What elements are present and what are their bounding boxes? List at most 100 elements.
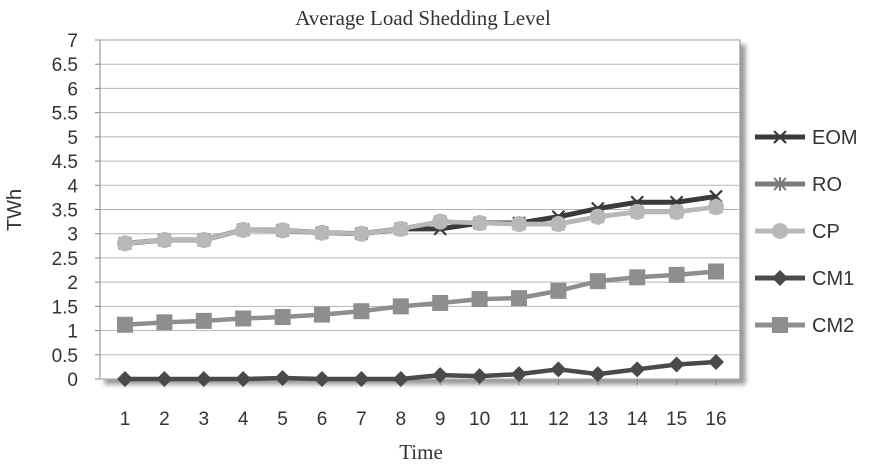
data-point <box>195 312 212 329</box>
y-tick-label: 3.5 <box>52 201 78 222</box>
data-point <box>274 222 291 239</box>
legend-label: CM2 <box>812 315 854 337</box>
x-tick-label: 15 <box>666 409 687 430</box>
data-point <box>511 290 527 307</box>
data-point <box>589 208 606 225</box>
x-axis-ticks: 1 2 3 4 5 6 7 8 9 10 11 12 13 14 15 16 <box>120 379 727 430</box>
data-point <box>432 294 449 311</box>
data-point <box>274 370 291 387</box>
data-point <box>314 371 330 387</box>
x-tick-label: 6 <box>317 409 328 430</box>
gridlines <box>100 39 740 380</box>
x-tick-label: 13 <box>587 409 608 430</box>
data-point <box>550 361 567 378</box>
series-line <box>125 359 717 382</box>
data-point <box>392 220 409 237</box>
data-point <box>708 263 724 280</box>
series-cm2 <box>117 263 724 333</box>
series-cp <box>117 199 724 252</box>
data-point <box>117 371 133 387</box>
data-point <box>117 235 133 252</box>
data-point <box>708 354 724 371</box>
data-point <box>550 216 567 233</box>
y-tick-label: 2 <box>67 273 78 294</box>
data-point <box>353 371 370 387</box>
y-tick-label: 4 <box>67 176 78 197</box>
data-point <box>235 310 252 327</box>
y-tick-label: 0.5 <box>52 346 78 367</box>
data-point <box>117 316 133 333</box>
y-tick-label: 7 <box>67 31 78 52</box>
data-point <box>668 203 685 220</box>
y-tick-label: 1 <box>67 322 78 343</box>
y-tick-label: 6 <box>67 79 78 100</box>
legend-marker <box>773 130 787 144</box>
x-tick-label: 1 <box>120 409 131 430</box>
data-point <box>156 232 173 249</box>
legend-marker <box>772 270 788 286</box>
data-point <box>471 215 488 232</box>
data-point <box>432 367 449 384</box>
x-tick-label: 8 <box>396 409 407 430</box>
data-point <box>156 371 173 387</box>
data-point <box>314 306 330 323</box>
chart-title: Average Load Shedding Level <box>295 6 551 30</box>
data-point <box>392 371 409 387</box>
series-line <box>124 204 717 246</box>
legend-label: CP <box>812 221 840 243</box>
data-point <box>195 371 212 387</box>
series-cm1 <box>117 354 724 387</box>
data-point <box>668 356 685 373</box>
legend: EOM RO CP CM1 CM2 <box>755 127 858 337</box>
data-point <box>511 216 527 233</box>
x-tick-label: 9 <box>435 409 446 430</box>
data-point <box>629 361 646 378</box>
data-point <box>589 273 606 290</box>
legend-marker <box>773 177 787 191</box>
y-tick-label: 4.5 <box>52 152 78 173</box>
series-line <box>124 269 717 328</box>
legend-item: CM2 <box>755 315 854 337</box>
legend-item: CP <box>755 221 840 243</box>
legend-label: EOM <box>812 127 858 149</box>
x-axis-label: Time <box>399 440 443 464</box>
data-point <box>471 368 488 385</box>
y-tick-label: 6.5 <box>52 55 78 76</box>
data-point <box>471 291 488 308</box>
legend-label: CM1 <box>812 268 854 290</box>
data-point <box>550 282 567 299</box>
legend-marker <box>772 317 788 333</box>
data-point <box>353 303 370 320</box>
data-point <box>668 266 685 283</box>
x-tick-label: 7 <box>356 409 367 430</box>
data-point <box>235 371 252 387</box>
data-point <box>156 314 173 331</box>
legend-marker <box>772 223 788 239</box>
y-tick-label: 3 <box>67 225 78 246</box>
legend-label: RO <box>812 174 842 196</box>
y-tick-label: 5.5 <box>52 104 78 125</box>
y-tick-label: 2.5 <box>52 249 78 270</box>
x-tick-label: 11 <box>509 409 529 430</box>
x-tick-label: 10 <box>469 409 490 430</box>
data-point <box>353 225 370 242</box>
data-point <box>708 199 724 216</box>
data-point <box>629 269 646 286</box>
x-tick-label: 2 <box>159 409 170 430</box>
data-point <box>392 298 409 315</box>
data-point <box>629 203 646 220</box>
data-point <box>274 309 291 326</box>
y-tick-label: 1.5 <box>52 297 78 318</box>
x-tick-label: 14 <box>627 409 649 430</box>
data-point <box>235 221 252 238</box>
series-lines <box>117 189 724 387</box>
y-tick-label: 5 <box>67 128 78 149</box>
y-axis-ticks: 0 0.5 1 1.5 2 2.5 3 3.5 4 4.5 5 5.5 6 6.5 7 <box>52 31 100 391</box>
y-tick-label: 0 <box>67 370 78 391</box>
y-axis-label: TWh <box>4 189 26 231</box>
x-tick-label: 16 <box>705 409 726 430</box>
legend-item: EOM <box>755 127 858 149</box>
data-point <box>589 366 606 383</box>
legend-item: RO <box>755 174 842 196</box>
